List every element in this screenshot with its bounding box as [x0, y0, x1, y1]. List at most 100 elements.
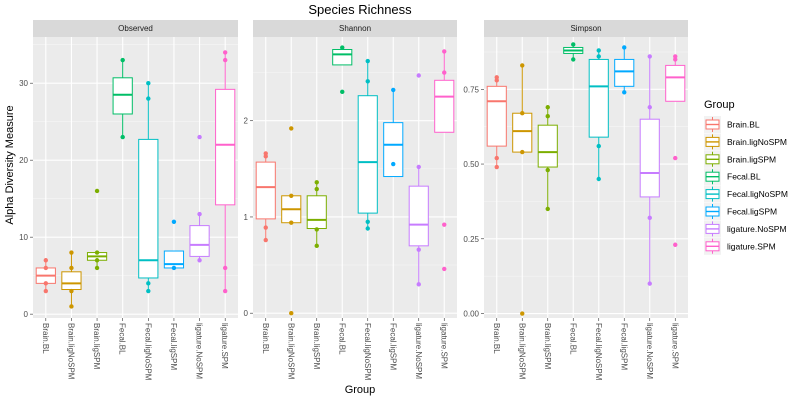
data-point: [622, 90, 627, 95]
data-point: [197, 258, 202, 263]
box-body: [332, 49, 353, 66]
x-tick-label: Brain.BL: [41, 323, 50, 354]
data-point: [340, 45, 345, 50]
data-point: [365, 58, 370, 64]
box-Brain.ligSPM: [86, 188, 108, 271]
box-Brain.BL: [35, 258, 56, 294]
panel-simpson: Simpson 0.00 0.25 0.50 0.75 Brain.BL Brain.lig…: [463, 20, 688, 381]
data-point: [416, 164, 421, 170]
data-point: [365, 79, 370, 84]
data-point: [120, 57, 125, 63]
data-point: [146, 288, 151, 294]
data-point: [442, 222, 447, 227]
y-tick-label: 0: [24, 310, 29, 319]
data-point: [146, 96, 151, 101]
box-body: [512, 112, 533, 153]
data-point: [647, 215, 652, 221]
data-point: [494, 164, 499, 170]
data-point: [365, 219, 370, 224]
data-point: [622, 45, 627, 50]
legend-item: Brain.ligNoSPM: [704, 133, 787, 151]
data-point: [94, 188, 100, 194]
x-tick-label: Fecal.BL: [568, 323, 577, 355]
box-body: [306, 195, 327, 230]
data-point: [520, 311, 525, 316]
data-point: [520, 111, 525, 116]
legend-item: Brain.ligSPM: [704, 150, 776, 168]
facet-strip-label: Simpson: [570, 24, 601, 33]
x-tick-label: ligature.SPM: [220, 323, 229, 369]
x-axis-title: Group: [345, 384, 376, 396]
x-tick-label: ligature.SPM: [439, 323, 448, 369]
data-point: [222, 265, 228, 271]
box-Brain.ligNoSPM: [512, 63, 533, 316]
facet-strip-label: Observed: [118, 24, 153, 33]
data-point: [416, 247, 421, 252]
data-point: [263, 225, 268, 230]
box-body: [112, 77, 133, 115]
data-point: [391, 87, 396, 93]
legend-label: ligature.NoSPM: [727, 224, 787, 234]
box-Fecal.ligSPM: [614, 45, 635, 95]
box-ligature.SPM: [434, 49, 455, 272]
x-tick-label: Brain.ligSPM: [543, 323, 552, 370]
data-point: [545, 105, 550, 110]
panel-background: [253, 37, 457, 318]
y-tick-label: 20: [19, 156, 28, 165]
legend-item: Brain.BL: [704, 116, 760, 133]
legend-item: Fecal.ligSPM: [704, 203, 777, 220]
legend: Group Brain.BL Brain.ligNoSPM Brain.ligSPM…: [704, 99, 788, 255]
data-point: [673, 155, 678, 161]
facet-strip: [33, 20, 238, 37]
box-body: [408, 185, 429, 247]
data-point: [69, 288, 74, 294]
y-axis-title: Alpha Diversity Measure: [4, 105, 16, 224]
data-point: [596, 176, 601, 182]
box-Fecal.ligNoSPM: [588, 48, 609, 182]
box-body: [215, 88, 236, 206]
x-tick-label: ligature.SPM: [670, 323, 679, 369]
chart-title: Species Richness: [308, 2, 412, 17]
data-point: [69, 250, 74, 255]
x-tick-label: Fecal.ligSPM: [169, 323, 178, 370]
y-tick-label: 10: [19, 233, 28, 242]
data-point: [263, 151, 268, 156]
data-point: [69, 265, 74, 271]
x-tick-label: Brain.ligNoSPM: [286, 323, 295, 380]
box-body: [138, 138, 159, 279]
box-Fecal.BL: [563, 42, 584, 62]
box-Fecal.BL: [332, 45, 353, 95]
data-point: [289, 126, 294, 131]
x-tick-label: Brain.ligNoSPM: [517, 323, 526, 380]
box-ligature.NoSPM: [639, 54, 660, 286]
legend-label: Fecal.BL: [727, 172, 761, 182]
box-Brain.ligNoSPM: [61, 250, 82, 309]
data-point: [171, 265, 177, 271]
box-body: [383, 122, 404, 178]
data-point: [94, 258, 100, 263]
x-tick-label: Fecal.ligSPM: [388, 323, 397, 370]
y-tick-label: 30: [19, 79, 28, 88]
x-tick-label: Fecal.ligSPM: [619, 323, 628, 370]
data-point: [647, 105, 652, 110]
y-tick-label: 0.00: [463, 310, 479, 319]
legend-label: Fecal.ligSPM: [727, 207, 777, 217]
data-point: [146, 80, 151, 86]
data-point: [596, 48, 601, 53]
box-ligature.NoSPM: [189, 134, 210, 263]
box-Brain.BL: [255, 151, 276, 243]
facet-strip-label: Shannon: [339, 24, 371, 33]
y-tick-label: 1: [244, 213, 249, 222]
data-point: [222, 57, 228, 63]
y-tick-label: 0: [244, 309, 249, 318]
box-Fecal.ligSPM: [383, 87, 404, 178]
x-tick-label: Fecal.BL: [118, 323, 127, 355]
panel-observed: Observed 0 10 20 30 Brain.BL Brain.ligNoSPM Bra…: [19, 20, 238, 381]
box-body: [163, 250, 185, 269]
box-body: [486, 85, 507, 147]
panel-shannon: Shannon 0 1 2 Brain.BL Brain.ligNoSPM Brain.li…: [244, 20, 457, 381]
box-Fecal.ligNoSPM: [357, 58, 378, 231]
data-point: [520, 63, 525, 68]
data-point: [94, 250, 100, 255]
